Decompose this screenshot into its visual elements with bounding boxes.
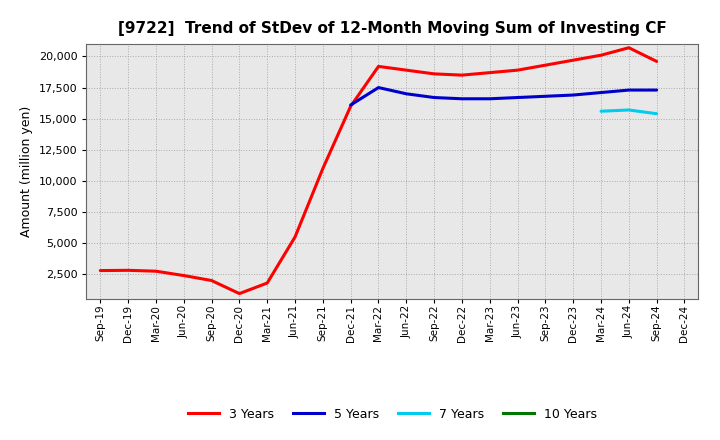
Line: 5 Years: 5 Years bbox=[351, 88, 657, 105]
5 Years bbox=[569, 92, 577, 98]
3 Years bbox=[235, 291, 243, 296]
Line: 3 Years: 3 Years bbox=[100, 48, 657, 293]
5 Years bbox=[485, 96, 494, 101]
3 Years bbox=[597, 52, 606, 58]
3 Years bbox=[179, 273, 188, 278]
3 Years bbox=[485, 70, 494, 75]
5 Years bbox=[652, 88, 661, 93]
7 Years bbox=[597, 109, 606, 114]
5 Years bbox=[597, 90, 606, 95]
7 Years bbox=[624, 107, 633, 113]
Title: [9722]  Trend of StDev of 12-Month Moving Sum of Investing CF: [9722] Trend of StDev of 12-Month Moving… bbox=[118, 21, 667, 36]
3 Years bbox=[318, 166, 327, 171]
3 Years bbox=[207, 278, 216, 283]
5 Years bbox=[430, 95, 438, 100]
5 Years bbox=[541, 94, 550, 99]
5 Years bbox=[458, 96, 467, 101]
3 Years bbox=[569, 58, 577, 63]
3 Years bbox=[152, 268, 161, 274]
3 Years bbox=[291, 235, 300, 240]
3 Years bbox=[624, 45, 633, 50]
3 Years bbox=[346, 103, 355, 109]
Y-axis label: Amount (million yen): Amount (million yen) bbox=[20, 106, 33, 237]
3 Years bbox=[541, 62, 550, 68]
5 Years bbox=[513, 95, 522, 100]
5 Years bbox=[624, 88, 633, 93]
5 Years bbox=[402, 91, 410, 96]
3 Years bbox=[652, 59, 661, 64]
3 Years bbox=[374, 64, 383, 69]
3 Years bbox=[263, 280, 271, 286]
3 Years bbox=[513, 67, 522, 73]
3 Years bbox=[402, 67, 410, 73]
Legend: 3 Years, 5 Years, 7 Years, 10 Years: 3 Years, 5 Years, 7 Years, 10 Years bbox=[183, 403, 602, 425]
3 Years bbox=[430, 71, 438, 77]
3 Years bbox=[124, 268, 132, 273]
Line: 7 Years: 7 Years bbox=[601, 110, 657, 114]
5 Years bbox=[374, 85, 383, 90]
7 Years bbox=[652, 111, 661, 116]
3 Years bbox=[96, 268, 104, 273]
5 Years bbox=[346, 103, 355, 108]
3 Years bbox=[458, 73, 467, 78]
